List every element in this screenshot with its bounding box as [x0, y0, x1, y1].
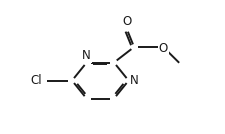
Text: N: N: [82, 49, 91, 62]
Text: N: N: [129, 74, 138, 87]
Text: O: O: [122, 15, 131, 28]
Text: Cl: Cl: [30, 74, 42, 87]
Text: O: O: [158, 42, 167, 55]
